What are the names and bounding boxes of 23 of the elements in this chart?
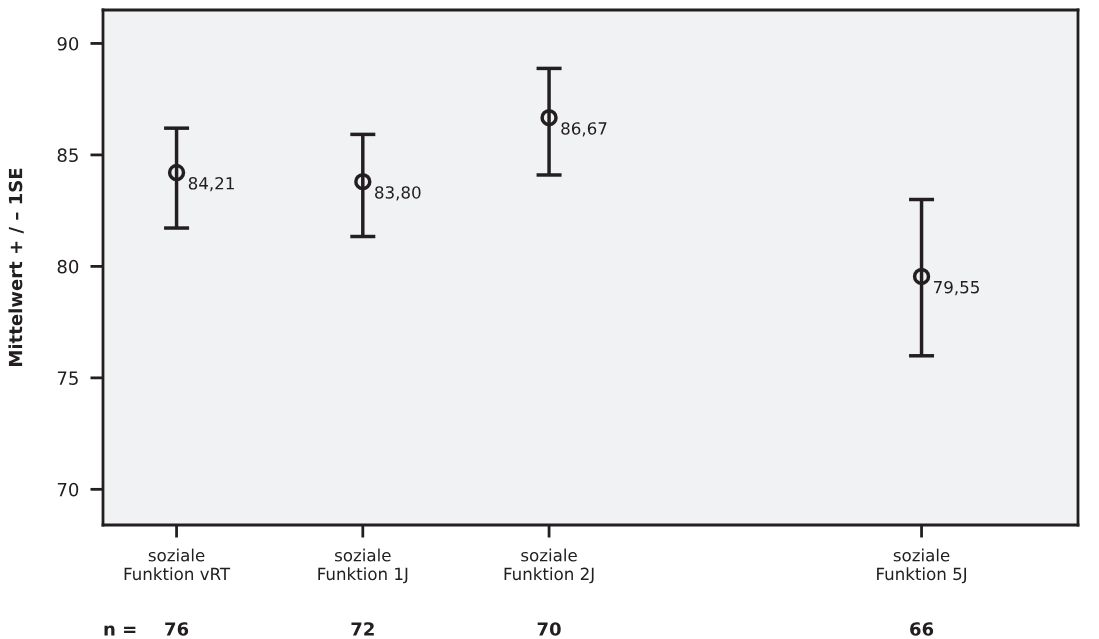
text: n = — [104, 625, 136, 636]
point — [540, 109, 558, 127]
data-label: 83,80 — [375, 186, 421, 201]
x-tick-label: soziale Funktion vRT — [124, 548, 231, 581]
x-tick-label: soziale Funktion 5J — [877, 548, 967, 584]
y-tick-label: 70 — [57, 482, 79, 497]
y-tick-label: 80 — [57, 259, 79, 274]
data-label: 79,55 — [934, 280, 979, 296]
point — [912, 267, 931, 286]
x-tick-label: soziale Funktion 2J — [504, 548, 594, 584]
y-tick-label: 90 — [57, 36, 79, 51]
y-axis-title: Mittelwert + / – 1SE — [8, 168, 24, 366]
y-tick-label: 85 — [57, 148, 78, 163]
text: 72 — [351, 622, 374, 636]
y-tick-label: 75 — [57, 371, 78, 385]
text: 66 — [910, 622, 934, 636]
point — [354, 172, 372, 191]
data-label: 86,67 — [561, 122, 607, 137]
x-tick-label: soziale Funktion 1J — [318, 548, 408, 584]
point — [167, 163, 186, 182]
text: 70 — [537, 622, 561, 636]
text: 76 — [165, 622, 189, 636]
data-label: 84,21 — [188, 176, 234, 192]
